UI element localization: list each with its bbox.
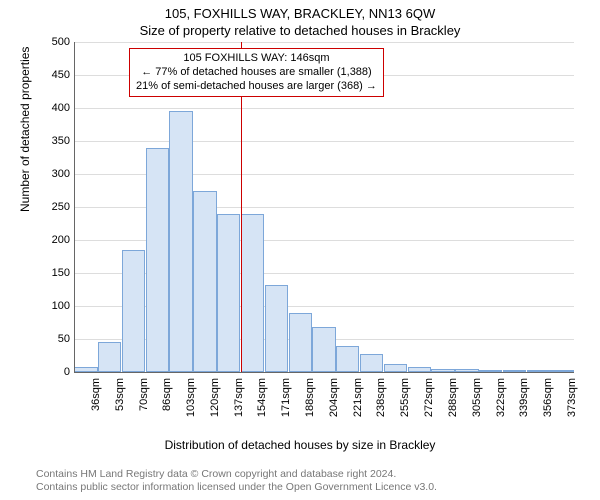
page-title-subtitle: Size of property relative to detached ho…: [0, 21, 600, 42]
footer-attribution: Contains HM Land Registry data © Crown c…: [36, 468, 437, 494]
y-tick: 250: [42, 201, 70, 213]
x-tick: 204sqm: [328, 378, 340, 417]
histogram-bar: [336, 346, 359, 372]
histogram-bar: [169, 111, 192, 372]
histogram-bar: [265, 285, 288, 372]
plot-area: 105 FOXHILLS WAY: 146sqm← 77% of detache…: [74, 42, 574, 372]
footer-line2: Contains public sector information licen…: [36, 481, 437, 494]
y-tick: 300: [42, 168, 70, 180]
histogram-bar: [217, 214, 240, 372]
x-tick: 373sqm: [566, 378, 578, 417]
x-tick: 255sqm: [399, 378, 411, 417]
y-tick: 200: [42, 234, 70, 246]
x-tick: 36sqm: [90, 378, 102, 411]
y-axis-label: Number of detached properties: [18, 47, 32, 212]
callout-line3: 21% of semi-detached houses are larger (…: [136, 80, 377, 94]
y-tick: 0: [42, 366, 70, 378]
x-axis-label: Distribution of detached houses by size …: [0, 438, 600, 452]
histogram-bar: [193, 191, 216, 373]
callout-box: 105 FOXHILLS WAY: 146sqm← 77% of detache…: [129, 48, 384, 97]
x-tick: 171sqm: [280, 378, 292, 417]
gridline: [74, 141, 574, 142]
x-tick: 188sqm: [304, 378, 316, 417]
y-tick: 100: [42, 300, 70, 312]
x-tick: 272sqm: [423, 378, 435, 417]
y-tick: 500: [42, 36, 70, 48]
y-tick: 400: [42, 102, 70, 114]
gridline: [74, 108, 574, 109]
callout-line2: ← 77% of detached houses are smaller (1,…: [136, 66, 377, 80]
histogram-bar: [122, 250, 145, 372]
histogram-bar: [312, 327, 335, 372]
chart-container: Number of detached properties 0501001502…: [40, 42, 580, 422]
footer-line1: Contains HM Land Registry data © Crown c…: [36, 468, 437, 481]
x-tick: 356sqm: [542, 378, 554, 417]
x-tick: 288sqm: [447, 378, 459, 417]
y-tick: 450: [42, 69, 70, 81]
histogram-bar: [289, 313, 312, 372]
page-title-address: 105, FOXHILLS WAY, BRACKLEY, NN13 6QW: [0, 0, 600, 21]
histogram-bar: [241, 214, 264, 372]
x-tick: 103sqm: [185, 378, 197, 417]
x-tick: 137sqm: [233, 378, 245, 417]
x-tick: 86sqm: [161, 378, 173, 411]
x-axis-line: [74, 372, 574, 373]
x-tick: 238sqm: [376, 378, 388, 417]
y-axis-line: [74, 42, 75, 372]
x-tick: 322sqm: [495, 378, 507, 417]
y-tick: 150: [42, 267, 70, 279]
y-tick: 350: [42, 135, 70, 147]
x-tick: 339sqm: [518, 378, 530, 417]
callout-line1: 105 FOXHILLS WAY: 146sqm: [136, 52, 377, 66]
histogram-bar: [360, 354, 383, 372]
x-tick: 221sqm: [352, 378, 364, 417]
x-tick: 120sqm: [209, 378, 221, 417]
histogram-bar: [98, 342, 121, 372]
gridline: [74, 42, 574, 43]
histogram-bar: [146, 148, 169, 372]
x-tick-group: 36sqm 53sqm 70sqm 86sqm 103sqm 120sqm 137sqm 15…: [74, 374, 574, 434]
x-tick: 53sqm: [114, 378, 126, 411]
y-tick: 50: [42, 333, 70, 345]
x-tick: 154sqm: [257, 378, 269, 417]
x-tick: 305sqm: [471, 378, 483, 417]
x-tick: 70sqm: [138, 378, 150, 411]
histogram-bar: [384, 364, 407, 372]
